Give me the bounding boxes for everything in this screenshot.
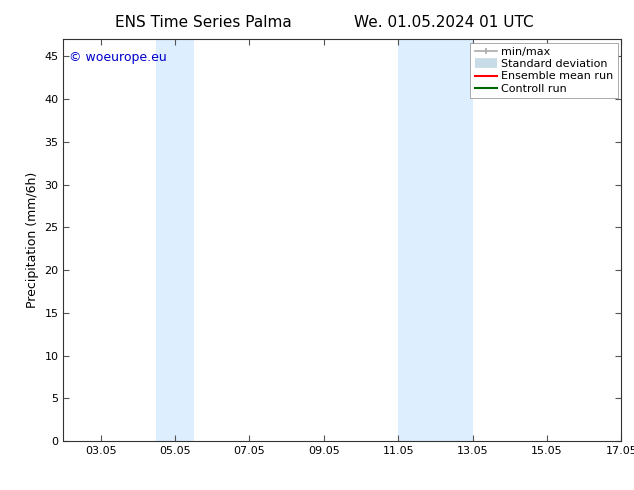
- Text: © woeurope.eu: © woeurope.eu: [69, 51, 167, 64]
- Bar: [157, 39, 193, 441]
- Text: We. 01.05.2024 01 UTC: We. 01.05.2024 01 UTC: [354, 15, 534, 30]
- Text: ENS Time Series Palma: ENS Time Series Palma: [115, 15, 291, 30]
- Bar: [398, 39, 472, 441]
- Legend: min/max, Standard deviation, Ensemble mean run, Controll run: min/max, Standard deviation, Ensemble me…: [470, 43, 618, 98]
- Y-axis label: Precipitation (mm/6h): Precipitation (mm/6h): [26, 172, 39, 308]
